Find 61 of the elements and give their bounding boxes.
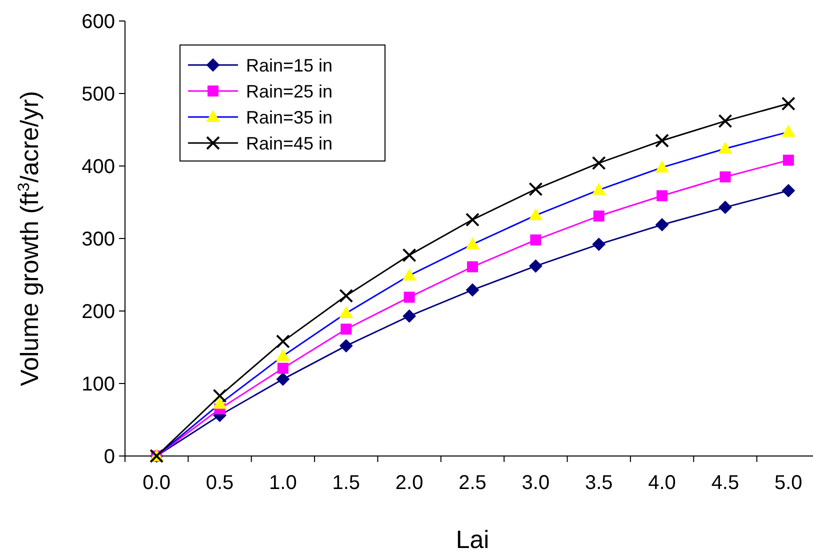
y-tick-label: 400 — [82, 156, 115, 178]
point — [781, 124, 796, 137]
point — [467, 261, 478, 272]
point — [402, 248, 416, 262]
point — [339, 288, 354, 303]
point — [276, 334, 290, 348]
point — [720, 171, 731, 182]
y-tick-label: 600 — [82, 11, 115, 33]
point — [528, 208, 543, 220]
point — [528, 182, 543, 196]
point — [466, 237, 480, 250]
x-tick-label: 0.5 — [206, 472, 234, 494]
point — [466, 283, 479, 296]
point — [782, 184, 795, 198]
point — [276, 348, 290, 361]
x-tick-label: 1.0 — [269, 472, 297, 494]
point — [276, 372, 290, 386]
point — [212, 396, 227, 409]
legend-label: Rain=15 in — [246, 55, 333, 76]
point — [593, 210, 604, 222]
point — [592, 156, 606, 170]
y-tick-label: 200 — [82, 301, 115, 323]
point — [656, 190, 668, 202]
x-tick-label: 0.0 — [142, 472, 170, 494]
point — [718, 142, 732, 154]
x-tick-label: 2.0 — [395, 472, 424, 494]
y-tick-label: 100 — [82, 374, 115, 396]
x-tick-label: 3.5 — [584, 472, 613, 494]
legend-label: Rain=35 in — [246, 107, 333, 128]
x-tick-label: 1.5 — [332, 472, 360, 494]
legend-label: Rain=25 in — [246, 81, 333, 102]
point — [782, 154, 794, 166]
x-axis-title: Lai — [456, 526, 490, 554]
point — [212, 388, 227, 403]
point — [592, 182, 606, 195]
point — [277, 362, 288, 374]
point — [404, 292, 415, 303]
point — [529, 260, 542, 273]
x-tick-label: 5.0 — [774, 472, 802, 494]
x-tick-label: 4.5 — [711, 472, 740, 494]
point — [402, 268, 416, 280]
x-tick-label: 4.0 — [648, 472, 676, 494]
point — [592, 238, 606, 251]
point — [340, 324, 352, 335]
point — [781, 96, 796, 111]
point — [718, 114, 732, 128]
y-tick-label: 0 — [104, 446, 115, 468]
point — [339, 306, 354, 318]
point — [656, 218, 669, 232]
point — [655, 134, 670, 148]
point — [466, 212, 480, 227]
y-tick-label: 500 — [82, 84, 115, 106]
point — [340, 339, 353, 352]
x-tick-label: 3.0 — [522, 472, 550, 494]
point — [655, 160, 670, 172]
legend-label: Rain=45 in — [246, 133, 333, 154]
point — [530, 234, 542, 246]
y-tick-label: 300 — [82, 228, 115, 250]
x-tick-label: 2.5 — [458, 472, 486, 494]
point — [718, 200, 732, 214]
point — [402, 310, 416, 323]
